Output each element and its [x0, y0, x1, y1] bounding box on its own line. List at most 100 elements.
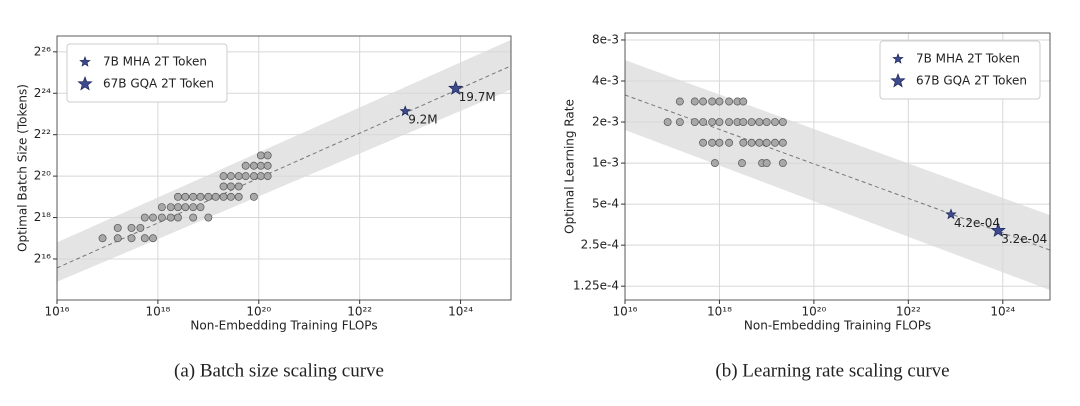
dot	[778, 118, 787, 126]
x-axis-label: Non-Embedding Training FLOPs	[744, 319, 931, 333]
dot	[778, 159, 787, 168]
dot	[234, 192, 243, 201]
dot	[166, 213, 175, 222]
dot	[136, 223, 145, 232]
dot	[762, 138, 771, 147]
dot	[219, 192, 228, 201]
dot	[263, 161, 272, 170]
data-label: 9.2M	[408, 113, 437, 127]
dot	[241, 172, 250, 181]
dot	[189, 203, 198, 212]
confidence-band	[625, 60, 1050, 291]
dot	[166, 203, 175, 212]
dot	[708, 118, 717, 126]
dot	[755, 138, 764, 147]
dot	[113, 234, 122, 243]
dot	[690, 97, 699, 106]
x-tick-label: 10¹⁸	[145, 305, 170, 319]
legend-marker	[77, 75, 93, 91]
x-tick-label: 10²²	[347, 305, 372, 319]
y-tick-label: 1.25e-4	[573, 279, 619, 293]
dot	[149, 234, 157, 243]
y-tick-label: 2²⁴	[34, 86, 51, 100]
x-tick-label: 10¹⁶	[45, 305, 70, 319]
x-tick-label: 10²⁰	[246, 305, 271, 319]
dot	[113, 223, 122, 232]
dot	[762, 159, 771, 168]
y-tick-label: 5e-4	[592, 197, 619, 211]
dot	[715, 138, 724, 147]
y-tick-label: 2.5e-4	[581, 238, 619, 252]
dot	[263, 172, 272, 181]
dot	[710, 159, 719, 168]
legend-box	[879, 40, 1041, 100]
dot	[755, 118, 764, 126]
dot	[747, 118, 756, 126]
dot	[181, 192, 190, 201]
dot	[127, 223, 136, 232]
fit-line	[625, 94, 1050, 251]
x-tick-label: 10²²	[896, 305, 921, 319]
y-tick-label: 1e-3	[592, 156, 619, 170]
dot	[249, 172, 258, 181]
dot	[149, 213, 157, 222]
dot	[226, 182, 235, 191]
star-marker	[448, 80, 464, 95]
dot	[249, 161, 258, 170]
dot	[157, 203, 166, 212]
dot	[675, 97, 684, 106]
dot	[739, 118, 748, 126]
dot	[196, 192, 205, 201]
dot	[699, 118, 708, 126]
dot	[140, 234, 149, 243]
dot	[708, 97, 717, 106]
x-tick-label: 10²⁴	[990, 305, 1015, 319]
dot	[174, 192, 182, 201]
dot	[174, 203, 182, 212]
dot	[715, 118, 724, 126]
y-axis-label: Optimal Batch Size (Tokens)	[16, 84, 30, 252]
data-label: 19.7M	[459, 90, 496, 104]
dot	[226, 172, 235, 181]
x-tick-label: 10²⁰	[801, 305, 826, 319]
x-tick-label: 10¹⁶	[613, 305, 638, 319]
dot	[204, 192, 213, 201]
dot	[189, 192, 198, 201]
y-tick-label: 2²²	[34, 127, 51, 141]
dot	[725, 118, 734, 126]
dot	[739, 138, 748, 147]
dot	[747, 138, 756, 147]
dot	[140, 213, 149, 222]
dot	[241, 161, 250, 170]
dot	[256, 172, 265, 181]
dot	[699, 97, 708, 106]
dot	[715, 97, 724, 106]
dot	[725, 138, 734, 147]
legend-marker	[892, 52, 904, 64]
dot	[739, 97, 748, 106]
legend-label: 67B GQA 2T Token	[916, 74, 1027, 88]
legend-marker	[890, 72, 906, 88]
y-tick-label: 4e-3	[592, 74, 619, 88]
dot	[234, 182, 243, 191]
dot	[675, 118, 684, 126]
dot	[189, 213, 198, 222]
star-marker	[399, 105, 411, 117]
plot-frame	[56, 35, 512, 301]
dot	[249, 192, 258, 201]
data-label: 4.2e-04	[954, 216, 1000, 230]
plot-frame	[624, 32, 1051, 301]
dot	[226, 192, 235, 201]
dot	[157, 213, 166, 222]
dot	[771, 138, 779, 147]
star-marker	[990, 222, 1006, 238]
dot	[263, 151, 272, 160]
dot	[725, 97, 734, 106]
dot	[211, 192, 220, 201]
plot-area	[625, 33, 1050, 300]
y-axis-label: Optimal Learning Rate	[563, 99, 577, 234]
dot	[778, 138, 787, 147]
dot	[690, 118, 699, 126]
star-marker	[945, 208, 957, 220]
y-tick-label: 2¹⁶	[34, 251, 51, 265]
